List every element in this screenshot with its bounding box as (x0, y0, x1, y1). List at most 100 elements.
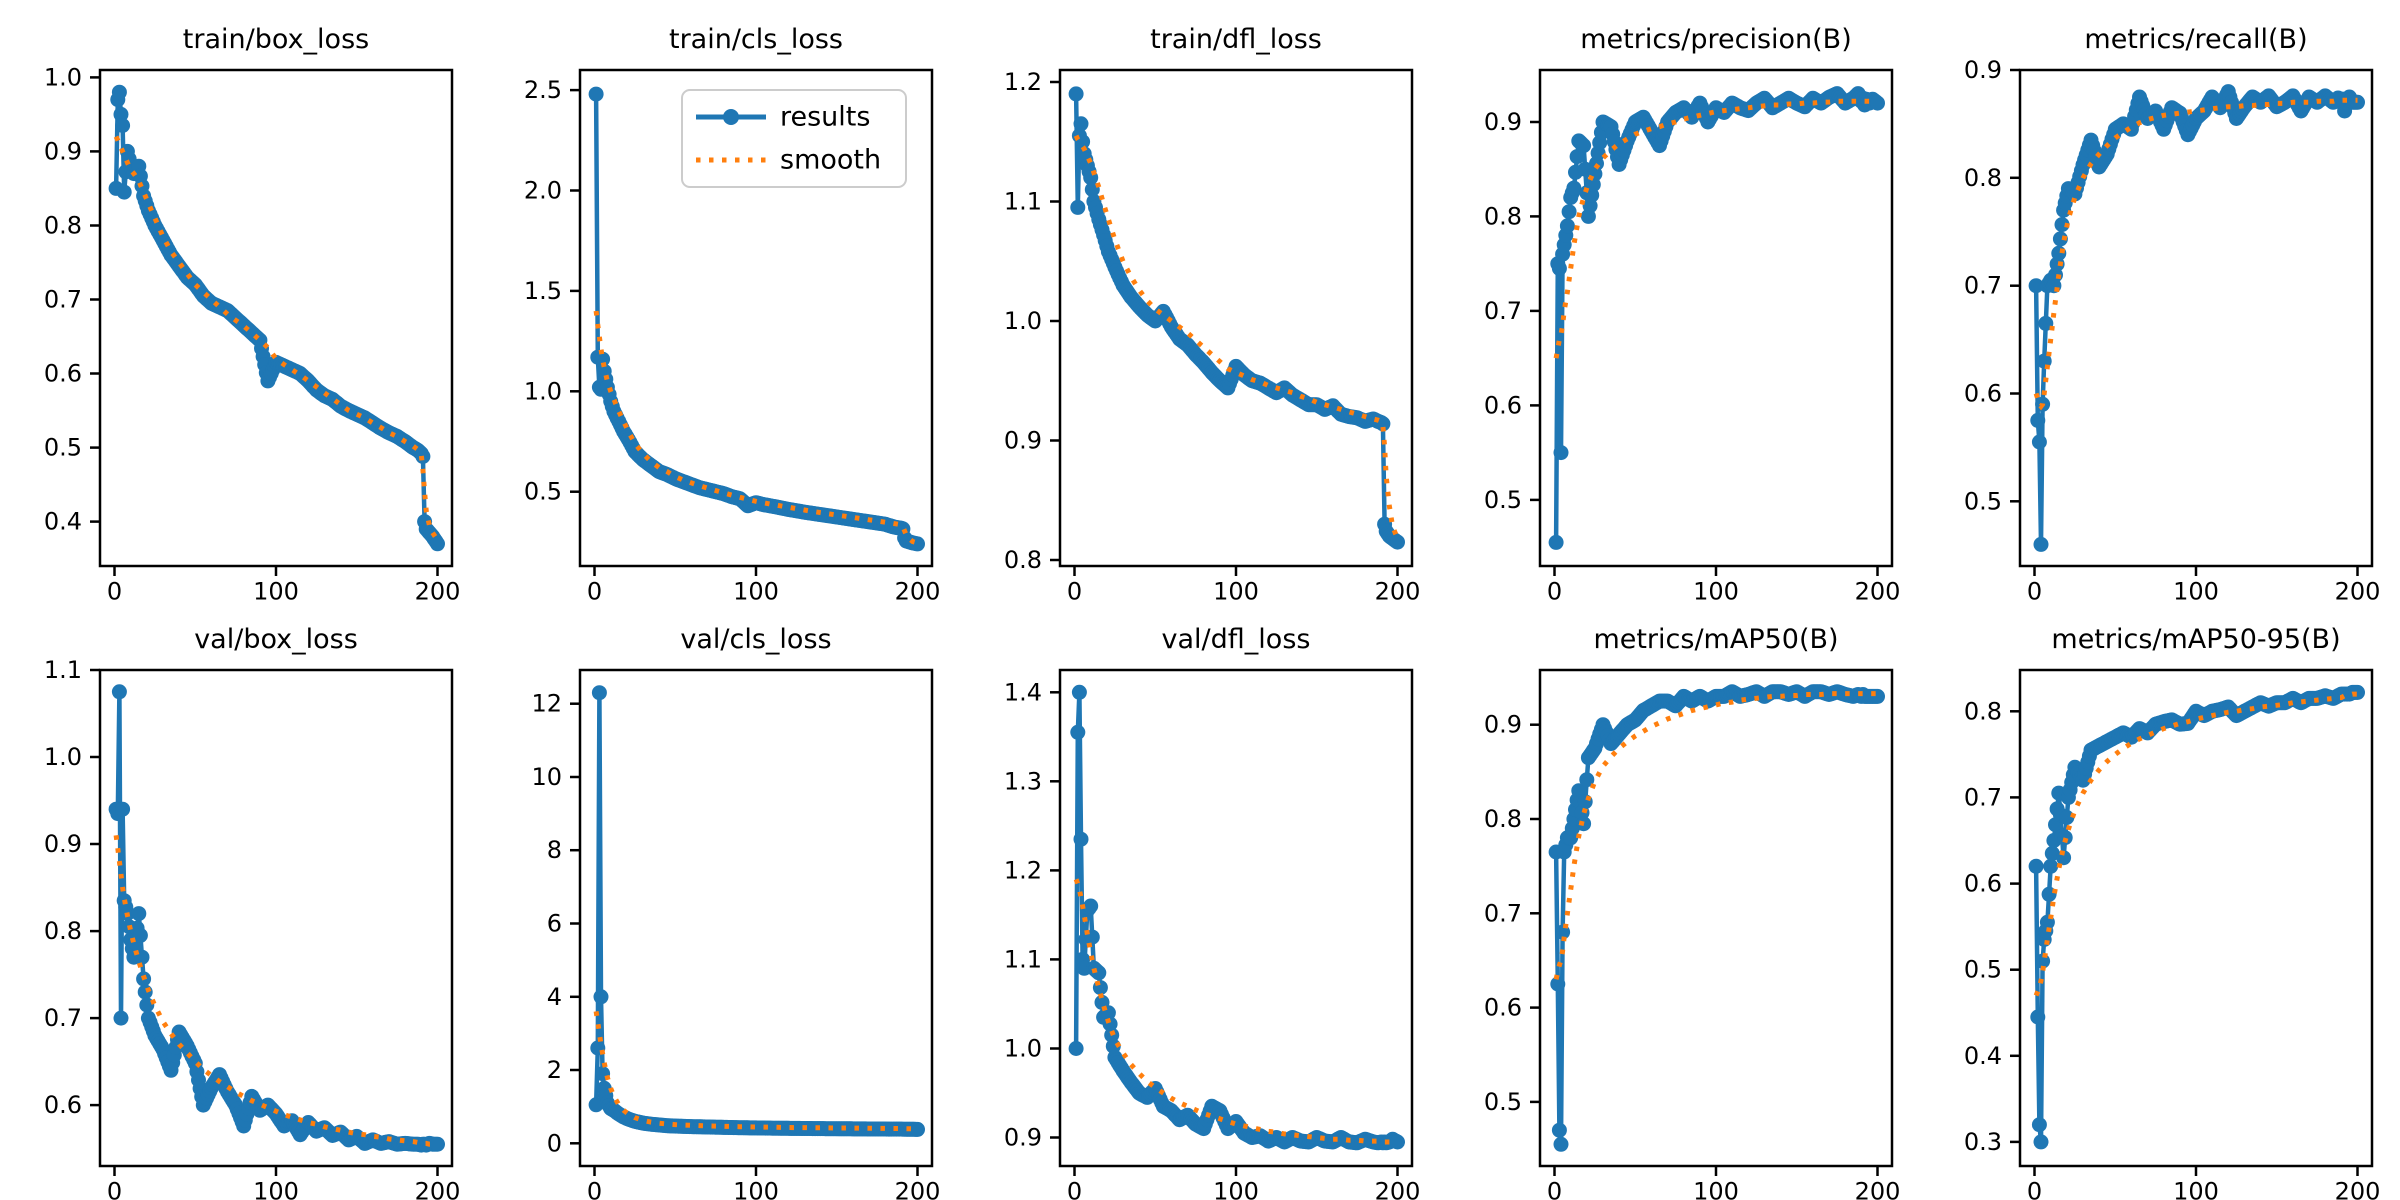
subplot-metrics-map50-95: metrics/mAP50-95(B) 0.8 0.7 0.6 0.5 0.4 0.3 0 1… (1920, 600, 2400, 1200)
subplot-val-cls-loss: val/cls_loss 12 10 8 6 4 2 0 0 100 200 (480, 600, 960, 1200)
results-markers (2028, 84, 2365, 552)
svg-text:200: 200 (895, 1178, 941, 1200)
axes-box (2018, 668, 2374, 1168)
results-markers (1068, 86, 1405, 550)
results-line (1553, 689, 1878, 1147)
x-axis: 0 100 200 (2027, 566, 2380, 600)
svg-text:12: 12 (531, 690, 562, 718)
subplot-train-box-loss: train/box_loss 1.0 0.9 0.8 0.7 0.6 0.5 0.4 0 100… (0, 0, 480, 600)
svg-text:0.9: 0.9 (1484, 711, 1522, 739)
smooth-line (113, 135, 440, 542)
results-markers (1548, 86, 1885, 550)
chart-canvas-val-box-loss: 1.1 1.0 0.9 0.8 0.7 0.6 0 100 200 (44, 656, 461, 1200)
svg-text:100: 100 (1693, 1178, 1739, 1200)
results-line (113, 89, 440, 546)
x-axis: 0 100 200 (2027, 1166, 2381, 1200)
subplot-train-dfl-loss: train/dfl_loss 1.2 1.1 1.0 0.9 0.8 0 100 200 (960, 0, 1440, 600)
svg-text:1.0: 1.0 (44, 743, 82, 771)
chart-canvas-train-cls-loss: 2.5 2.0 1.5 1.0 0.5 0 100 200 results smooth (524, 68, 940, 600)
results-line (1073, 93, 1399, 544)
y-axis: 1.1 1.0 0.9 0.8 0.7 0.6 (44, 656, 100, 1119)
results-markers (108, 684, 445, 1153)
results-markers (1068, 684, 1405, 1151)
svg-text:100: 100 (253, 578, 299, 600)
svg-text:1.1: 1.1 (44, 656, 82, 684)
chart-title-train-cls-loss: train/cls_loss (668, 24, 843, 55)
x-axis: 0 100 200 (1547, 566, 1900, 600)
svg-text:2.5: 2.5 (524, 76, 562, 104)
svg-text:200: 200 (415, 578, 461, 600)
svg-text:100: 100 (1693, 578, 1739, 600)
smooth-line (2033, 691, 2358, 997)
svg-text:0.7: 0.7 (1484, 297, 1522, 325)
chart-canvas-train-box-loss: 1.0 0.9 0.8 0.7 0.6 0.5 0.4 0 100 200 (44, 63, 461, 600)
svg-text:0.9: 0.9 (1004, 1124, 1042, 1152)
subplot-metrics-recall: metrics/recall(B) 0.9 0.8 0.7 0.6 0.5 0 100 200 (1920, 0, 2400, 600)
svg-text:1.0: 1.0 (1004, 1035, 1042, 1063)
chart-canvas-metrics-map50-95: 0.8 0.7 0.6 0.5 0.4 0.3 0 100 200 (1964, 668, 2381, 1200)
svg-text:0: 0 (107, 1178, 122, 1200)
y-axis: 2.5 2.0 1.5 1.0 0.5 (524, 76, 580, 506)
chart-canvas-metrics-map50: 0.9 0.8 0.7 0.6 0.5 0 100 200 (1484, 668, 1900, 1200)
svg-text:1.5: 1.5 (524, 277, 562, 305)
chart-title-train-box-loss: train/box_loss (182, 24, 370, 55)
svg-text:0.8: 0.8 (44, 212, 82, 240)
chart-canvas-train-dfl-loss: 1.2 1.1 1.0 0.9 0.8 0 100 200 (1004, 68, 1421, 600)
svg-text:200: 200 (1375, 1178, 1421, 1200)
svg-text:0.8: 0.8 (1484, 805, 1522, 833)
chart-canvas-metrics-recall: 0.9 0.8 0.7 0.6 0.5 0 100 200 (1964, 56, 2381, 600)
svg-text:0.7: 0.7 (1484, 899, 1522, 927)
smooth-line (113, 834, 438, 1147)
svg-text:100: 100 (733, 578, 779, 600)
svg-text:1.0: 1.0 (1004, 307, 1042, 335)
results-markers (1548, 684, 1885, 1152)
svg-text:1.1: 1.1 (1004, 188, 1042, 216)
chart-canvas-val-dfl-loss: 1.4 1.3 1.2 1.1 1.0 0.9 0 100 200 (1004, 668, 1421, 1200)
svg-text:0.7: 0.7 (1964, 783, 2002, 811)
svg-text:100: 100 (2173, 578, 2219, 600)
svg-text:0.6: 0.6 (1484, 994, 1522, 1022)
svg-text:1.2: 1.2 (1004, 68, 1042, 96)
svg-text:0.9: 0.9 (1484, 108, 1522, 136)
legend-results-label: results (780, 102, 870, 133)
y-axis: 0.9 0.8 0.7 0.6 0.5 (1484, 711, 1540, 1116)
y-axis: 0.9 0.8 0.7 0.6 0.5 (1484, 108, 1540, 514)
svg-text:0: 0 (2027, 578, 2042, 600)
svg-text:200: 200 (2335, 1178, 2381, 1200)
svg-text:0: 0 (1067, 578, 1082, 600)
svg-text:0.9: 0.9 (44, 830, 82, 858)
chart-title-val-dfl-loss: val/dfl_loss (1161, 624, 1311, 655)
x-axis: 0 100 200 (107, 1166, 460, 1200)
svg-text:0.6: 0.6 (1964, 870, 2002, 898)
svg-text:0.7: 0.7 (44, 286, 82, 314)
svg-text:0.4: 0.4 (1964, 1042, 2002, 1070)
x-axis: 0 100 200 (1547, 1166, 1900, 1200)
svg-text:0.8: 0.8 (1964, 164, 2002, 192)
y-axis: 1.4 1.3 1.2 1.1 1.0 0.9 (1004, 678, 1060, 1152)
svg-text:0.6: 0.6 (1964, 380, 2002, 408)
results-markers (588, 685, 925, 1137)
results-line (114, 689, 438, 1148)
smooth-line (593, 1011, 918, 1132)
svg-text:0.5: 0.5 (44, 434, 82, 462)
svg-text:0.8: 0.8 (1004, 546, 1042, 574)
smooth-line (1073, 878, 1398, 1145)
axes-box (578, 668, 934, 1168)
axes-box (1058, 668, 1414, 1168)
y-axis: 0.8 0.7 0.6 0.5 0.4 0.3 (1964, 697, 2020, 1156)
svg-text:10: 10 (531, 763, 562, 791)
y-axis: 1.0 0.9 0.8 0.7 0.6 0.5 0.4 (44, 63, 100, 536)
svg-text:0: 0 (107, 578, 122, 600)
subplot-val-dfl-loss: val/dfl_loss 1.4 1.3 1.2 1.1 1.0 0.9 0 100 200 (960, 600, 1440, 1200)
legend: results smooth (681, 89, 907, 188)
chart-title-metrics-recall: metrics/recall(B) (2084, 24, 2308, 55)
svg-text:0.5: 0.5 (1484, 1088, 1522, 1116)
axes-box (98, 68, 454, 568)
svg-text:200: 200 (1375, 578, 1421, 600)
svg-text:0.5: 0.5 (1484, 486, 1522, 514)
axes-box (98, 668, 454, 1168)
svg-text:0: 0 (2027, 1178, 2042, 1200)
svg-text:0.8: 0.8 (44, 917, 82, 945)
